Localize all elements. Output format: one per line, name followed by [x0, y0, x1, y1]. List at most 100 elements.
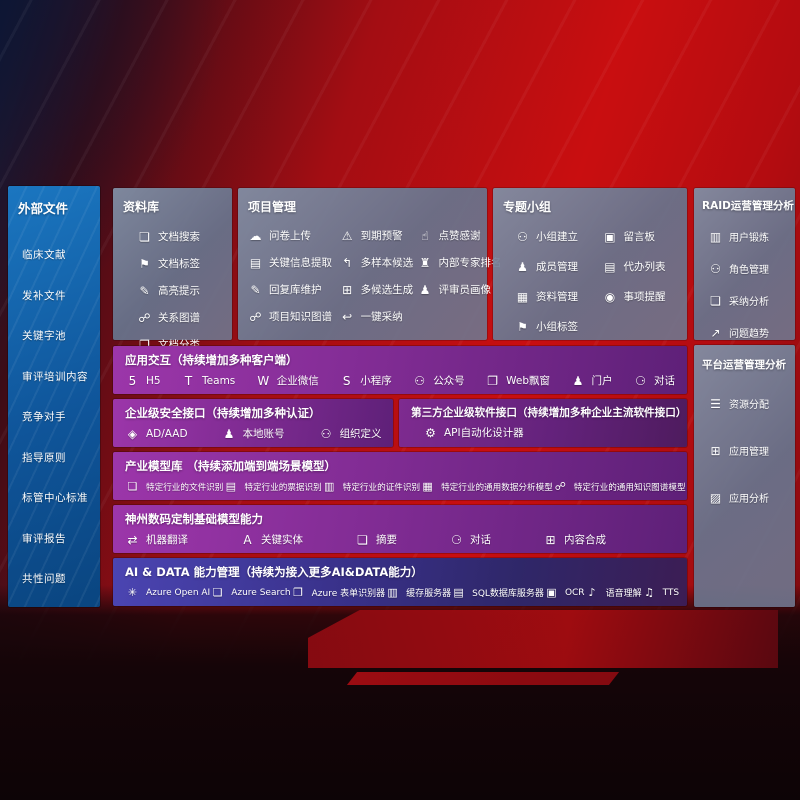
list-item: T Teams: [181, 373, 235, 388]
list-item: ▤ 关键信息提取: [249, 255, 332, 270]
list-item: ♜ 内部专家排名: [417, 255, 502, 270]
list-item: 发补文件: [22, 289, 66, 302]
repository-list: ❏ 文档搜索 ⚑ 文档标签 ✎ 高亮提示 ☍ 关系图谱 ❐ 文档分类: [123, 229, 222, 352]
list-item: ▤ SQL数据库服务器: [451, 585, 544, 600]
list-item: ↩ 一键采纳: [340, 309, 418, 324]
list-item: ▦ 资料管理: [516, 289, 578, 304]
alarm-icon: ⚠: [341, 228, 353, 243]
portal-icon: ♟: [572, 373, 584, 388]
list-item: 标管中心标准: [22, 492, 88, 504]
cache-server-icon: ▥: [387, 586, 398, 599]
list-item: ✎ 高亮提示: [137, 283, 222, 298]
thumb-up-icon: ☝: [421, 228, 429, 243]
project-list: ☁ 问卷上传 ⚠ 到期预警 ☝ 点赞感谢 ▤ 关键信息提取 ↰ 多样本候选 ♜ 内部专家排名 ✎ 回复库维…: [248, 228, 502, 324]
panel-title: 项目管理: [248, 200, 297, 214]
dialog-icon: ⚆: [635, 373, 646, 388]
list-item: ⊞ 内容合成: [543, 532, 606, 547]
trend-chart-icon: ↗: [710, 325, 721, 340]
invoice-recog-icon: ▤: [225, 480, 237, 493]
base-model-list: ⇄ 机器翻译 A 关键实体 ❏ 摘要 ⚆ 对话 ⊞ 内容合成: [125, 532, 675, 547]
row-base-model-capability: 神州数码定制基础模型能力 ⇄ 机器翻译 A 关键实体 ❏ 摘要 ⚆ 对话 ⊞ 内容合成: [113, 505, 687, 553]
user-card-icon: ▥: [709, 229, 722, 244]
list-item: 审评报告: [22, 532, 66, 545]
list-item: ❐ Web飘窗: [485, 373, 550, 388]
data-model-icon: ▦: [422, 480, 433, 493]
dialogue-icon: ⚆: [451, 532, 462, 547]
list-item: ▣ 留言板: [604, 229, 655, 244]
list-item: 共性问题: [22, 573, 66, 585]
official-account-icon: ⚇: [414, 373, 426, 388]
panel-project-management: 项目管理 ☁ 问卷上传 ⚠ 到期预警 ☝ 点赞感谢 ▤ 关键信息提取 ↰ 多样本候选 ♜ 内部专家排名…: [238, 188, 502, 340]
panel-title: 平台运营管理分析: [702, 359, 786, 371]
third-party-list: ⚙ API自动化设计器: [411, 425, 675, 440]
list-item: ♫ TTS: [642, 585, 679, 600]
list-item: ❏ 特定行业的文件识别: [125, 479, 224, 494]
list-item: ☝ 点赞感谢: [417, 228, 480, 243]
translate-icon: ⇄: [127, 532, 138, 547]
list-item: ↗ 问题趋势: [708, 325, 787, 341]
group-tag-icon: ⚑: [517, 319, 528, 334]
list-item: S 小程序: [339, 373, 392, 388]
kg-model-icon: ☍: [554, 480, 566, 493]
list-item: ↰ 多样本候选: [340, 255, 418, 270]
relation-graph-icon: ☍: [138, 310, 151, 325]
list-item: ▥ 特定行业的证件识别: [322, 479, 420, 494]
list-item: ◈ AD/AAD: [125, 426, 188, 441]
external-files-list: 临床文献 发补文件 关键字池 审评培训内容 竞争对手 指导原则 标管中心标准 审评报告 共性问题: [18, 247, 90, 586]
panel-title: 外部文件: [18, 201, 69, 216]
list-item: ▣ OCR: [544, 585, 584, 600]
list-item: ▥ 用户锻炼: [709, 229, 769, 245]
sql-server-icon: ▤: [453, 586, 464, 599]
list-item: ▨ 应用分析: [709, 490, 769, 506]
content-synth-icon: ⊞: [545, 532, 556, 547]
list-item: ⚑ 小组标签: [515, 319, 602, 334]
list-item: ❏ 摘要: [355, 532, 397, 547]
panel-special-groups: 专题小组 ⚇ 小组建立 ▣ 留言板 ♟ 成员管理 ▤ 代办列表 ▦ 资料管理 ◉ 事项提醒 ⚑ 小组标签: [493, 188, 687, 340]
role-manage-icon: ⚇: [710, 261, 721, 276]
list-item: ▤ 代办列表: [604, 259, 666, 274]
app-analysis-icon: ▨: [709, 490, 722, 505]
one-click-adopt-icon: ↩: [342, 309, 353, 324]
list-item: 5 H5: [125, 373, 161, 388]
todo-list-icon: ▤: [604, 259, 616, 274]
list-item: ⚠ 到期预警: [340, 228, 418, 243]
key-entity-icon: A: [243, 532, 252, 547]
reviewer-profile-icon: ♟: [419, 282, 431, 297]
list-item: ♟ 评审员画像: [417, 282, 491, 297]
cloud-upload-icon: ☁: [249, 228, 262, 243]
doc-classify-icon: ❐: [139, 337, 150, 352]
list-item: A 关键实体: [240, 532, 303, 547]
list-item: ⚇ 公众号: [412, 373, 464, 388]
row-app-interaction: 应用交互（持续增加多种客户端） 5 H5 T Teams W 企业微信 S 小程序 ⚇ 公众号 ❐ W…: [113, 346, 687, 394]
reply-maintain-icon: ✎: [250, 282, 261, 297]
web-popup-icon: ❐: [487, 373, 499, 388]
summary-icon: ❏: [357, 532, 368, 547]
row-title: 企业级安全接口（持续增加多种认证）: [125, 406, 321, 420]
list-item: ☍ 项目知识图谱: [249, 309, 332, 324]
list-item: W 企业微信: [257, 373, 319, 388]
org-define-icon: ⚇: [320, 426, 332, 441]
list-item: ⇄ 机器翻译: [125, 532, 188, 547]
teams-icon: T: [184, 373, 193, 388]
list-item: 审评培训内容: [22, 370, 88, 383]
message-board-icon: ▣: [604, 229, 616, 244]
security-list: ◈ AD/AAD ♟ 本地账号 ⚇ 组织定义: [125, 426, 382, 441]
raid-list: ▥ 用户锻炼 ⚇ 角色管理 ❏ 采纳分析 ↗ 问题趋势: [702, 229, 787, 341]
platform-list: ☰ 资源分配 ⊞ 应用管理 ▨ 应用分析: [702, 396, 787, 506]
wechat-work-icon: W: [257, 373, 270, 388]
list-item: ☰ 资源分配: [708, 396, 787, 412]
list-item: 竞争对手: [22, 411, 66, 423]
industry-list: ❏ 特定行业的文件识别 ▤ 特定行业的票据识别 ▥ 特定行业的证件识别 ▦ 特定行业的通用数据…: [125, 479, 686, 494]
ai-data-list: ✳ Azure Open AI ❏ Azure Search ❐ Azure 表单识别器 ▥…: [125, 585, 679, 600]
app-manage-icon: ⊞: [710, 443, 721, 458]
doc-search-icon: ❏: [139, 229, 150, 244]
panel-raid-analysis: RAID运营管理分析 ▥ 用户锻炼 ⚇ 角色管理 ❏ 采纳分析 ↗ 问题趋势: [694, 188, 795, 340]
miniprogram-icon: S: [342, 373, 351, 388]
list-item: 关键字池: [22, 330, 66, 342]
list-item: ☍ 特定行业的通用知识图谱模型: [554, 480, 686, 493]
row-industry-models: 产业模型库 （持续添加端到端场景模型） ❏ 特定行业的文件识别 ▤ 特定行业的票据识别…: [113, 452, 687, 500]
h5-icon: 5: [128, 373, 137, 388]
api-designer-icon: ⚙: [425, 425, 436, 440]
panel-title: RAID运营管理分析: [702, 200, 794, 212]
